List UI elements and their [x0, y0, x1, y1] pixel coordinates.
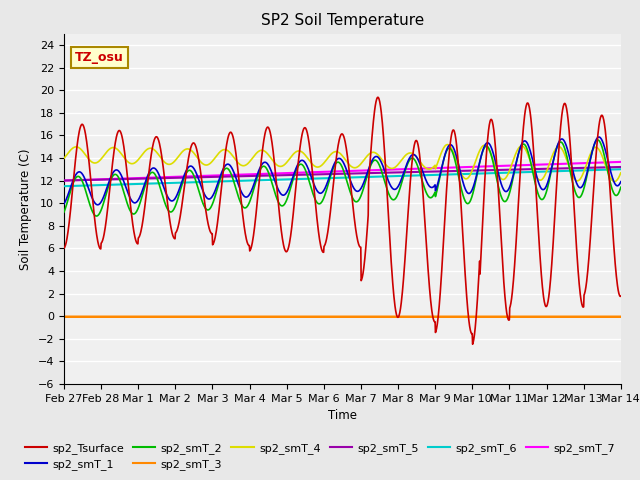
- sp2_smT_1: [318, 190, 326, 195]
- sp2_smT_5: [377, 170, 385, 176]
- sp2_smT_1: [104, 183, 111, 189]
- sp2_smT_6: [60, 183, 68, 189]
- sp2_smT_6: [308, 176, 316, 181]
- Line: sp2_smT_1: sp2_smT_1: [64, 137, 621, 205]
- sp2_smT_7: [126, 176, 134, 181]
- sp2_smT_1: [378, 159, 385, 165]
- sp2_smT_2: [378, 167, 385, 173]
- sp2_smT_2: [60, 209, 68, 215]
- sp2_smT_5: [103, 177, 111, 182]
- sp2_Tsurface: [308, 163, 316, 168]
- sp2_Tsurface: [318, 247, 326, 253]
- sp2_smT_2: [617, 184, 625, 190]
- sp2_smT_3: [617, 314, 625, 320]
- sp2_Tsurface: [60, 245, 68, 251]
- sp2_smT_7: [103, 176, 111, 182]
- sp2_smT_5: [126, 176, 134, 182]
- sp2_smT_6: [103, 182, 111, 188]
- Line: sp2_smT_6: sp2_smT_6: [64, 169, 621, 186]
- sp2_smT_7: [617, 159, 625, 165]
- Line: sp2_Tsurface: sp2_Tsurface: [64, 97, 621, 344]
- sp2_smT_7: [377, 167, 385, 173]
- sp2_smT_3: [60, 314, 68, 320]
- sp2_Tsurface: [374, 95, 381, 100]
- sp2_smT_5: [60, 178, 68, 183]
- sp2_smT_7: [308, 169, 316, 175]
- X-axis label: Time: Time: [328, 409, 357, 422]
- sp2_smT_2: [92, 213, 100, 219]
- sp2_Tsurface: [468, 341, 476, 347]
- sp2_smT_7: [318, 169, 326, 175]
- sp2_smT_4: [444, 142, 451, 147]
- sp2_smT_5: [318, 171, 326, 177]
- sp2_smT_2: [126, 208, 134, 214]
- Line: sp2_smT_4: sp2_smT_4: [64, 144, 621, 181]
- sp2_smT_5: [617, 164, 625, 170]
- sp2_smT_6: [617, 167, 625, 172]
- sp2_smT_1: [94, 202, 102, 208]
- sp2_smT_6: [318, 176, 326, 181]
- sp2_smT_6: [377, 174, 385, 180]
- sp2_smT_4: [617, 170, 625, 176]
- sp2_smT_4: [308, 161, 316, 167]
- sp2_smT_7: [60, 178, 68, 183]
- sp2_Tsurface: [296, 143, 304, 149]
- sp2_Tsurface: [103, 211, 111, 216]
- sp2_smT_3: [318, 314, 326, 320]
- sp2_smT_4: [377, 156, 385, 161]
- Line: sp2_smT_7: sp2_smT_7: [64, 162, 621, 180]
- Text: TZ_osu: TZ_osu: [75, 51, 124, 64]
- sp2_smT_4: [126, 160, 134, 166]
- sp2_smT_2: [318, 198, 326, 204]
- sp2_Tsurface: [378, 109, 385, 115]
- sp2_smT_5: [308, 172, 316, 178]
- sp2_smT_2: [104, 187, 111, 192]
- sp2_smT_2: [594, 137, 602, 143]
- sp2_smT_1: [595, 134, 603, 140]
- sp2_smT_3: [377, 314, 385, 320]
- sp2_smT_1: [126, 195, 134, 201]
- sp2_smT_3: [126, 314, 134, 320]
- Line: sp2_smT_5: sp2_smT_5: [64, 167, 621, 180]
- sp2_smT_7: [296, 170, 304, 176]
- sp2_smT_4: [611, 179, 618, 184]
- sp2_smT_3: [103, 314, 111, 320]
- sp2_smT_5: [296, 172, 304, 178]
- sp2_smT_1: [617, 179, 625, 185]
- sp2_smT_1: [60, 201, 68, 207]
- Y-axis label: Soil Temperature (C): Soil Temperature (C): [19, 148, 32, 270]
- sp2_smT_4: [296, 148, 304, 154]
- sp2_smT_4: [60, 156, 68, 161]
- sp2_smT_4: [103, 149, 111, 155]
- sp2_smT_6: [126, 181, 134, 187]
- sp2_smT_1: [297, 158, 305, 164]
- sp2_smT_3: [308, 314, 316, 320]
- sp2_smT_2: [308, 188, 316, 194]
- sp2_Tsurface: [617, 293, 625, 299]
- sp2_Tsurface: [126, 196, 134, 202]
- sp2_smT_2: [297, 161, 305, 167]
- Line: sp2_smT_2: sp2_smT_2: [64, 140, 621, 216]
- sp2_smT_1: [308, 177, 316, 182]
- sp2_smT_3: [296, 314, 304, 320]
- sp2_smT_6: [296, 176, 304, 182]
- sp2_smT_4: [318, 162, 326, 168]
- Legend: sp2_Tsurface, sp2_smT_1, sp2_smT_2, sp2_smT_3, sp2_smT_4, sp2_smT_5, sp2_smT_6, : sp2_Tsurface, sp2_smT_1, sp2_smT_2, sp2_…: [20, 438, 620, 474]
- Title: SP2 Soil Temperature: SP2 Soil Temperature: [260, 13, 424, 28]
